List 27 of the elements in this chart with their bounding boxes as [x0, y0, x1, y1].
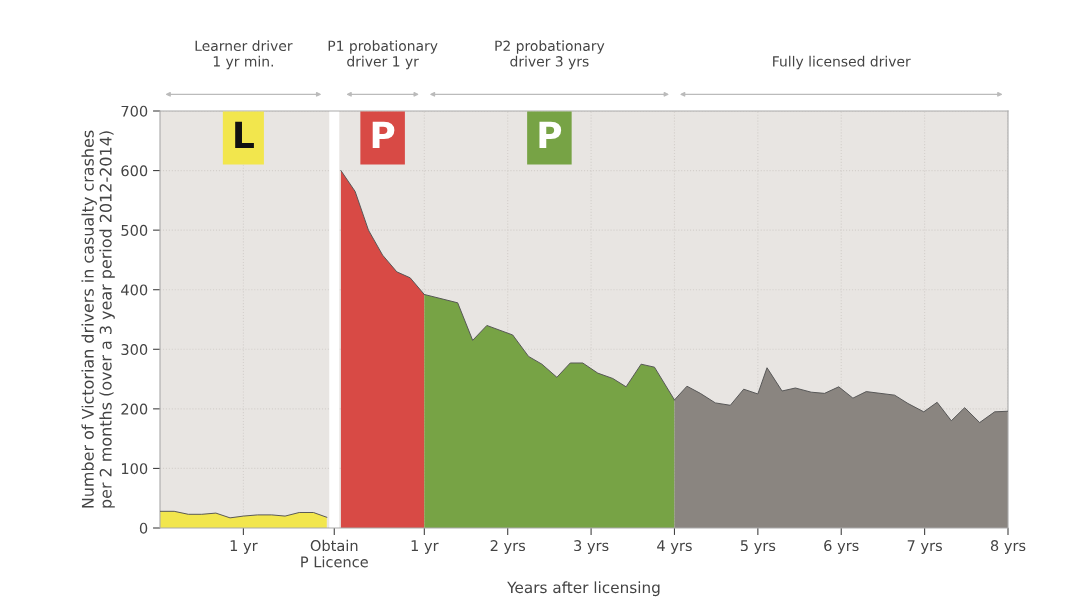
x-tick-label: 5 yrs — [740, 540, 776, 554]
x-axis-title: Years after licensing — [507, 581, 660, 597]
y-axis-title: Number of Victorian drivers in casualty crashes per 2 months (over a 3 year period 2012-2014) — [81, 130, 115, 508]
y-tick-label: 300 — [121, 344, 148, 356]
y-tick-label: 200 — [121, 403, 148, 415]
x-tick-label: 8 yrs — [990, 540, 1026, 554]
y-tick-label: 400 — [121, 284, 148, 296]
text: P2 probationary driver 3 yrs — [495, 40, 605, 70]
x-tick-label: 1 yr — [411, 540, 439, 554]
text: Learner driver 1 yr min. — [195, 40, 293, 70]
x-tick-label: 6 yrs — [824, 540, 859, 554]
x-tick-label: 3 yrs — [574, 540, 609, 554]
text: Fully licensed driver — [773, 55, 911, 70]
x-tick-label: 4 yrs — [657, 540, 692, 554]
y-tick-label: 600 — [121, 165, 148, 177]
y-tick-label: 700 — [121, 105, 148, 117]
annotation: P — [372, 121, 395, 149]
text: P1 probationary driver 1 yr — [328, 40, 438, 70]
y-tick-label: 0 — [139, 522, 148, 534]
x-tick-label: 1 yr — [230, 540, 258, 554]
x-tick-label: 2 yrs — [490, 540, 526, 554]
annotation: P — [539, 121, 562, 149]
y-tick-label: 100 — [121, 463, 148, 475]
annotation: L — [235, 121, 254, 149]
x-tick-label: Obtain P Licence — [301, 539, 368, 568]
x-tick-label: 7 yrs — [907, 540, 942, 554]
y-tick-label: 500 — [121, 224, 148, 236]
